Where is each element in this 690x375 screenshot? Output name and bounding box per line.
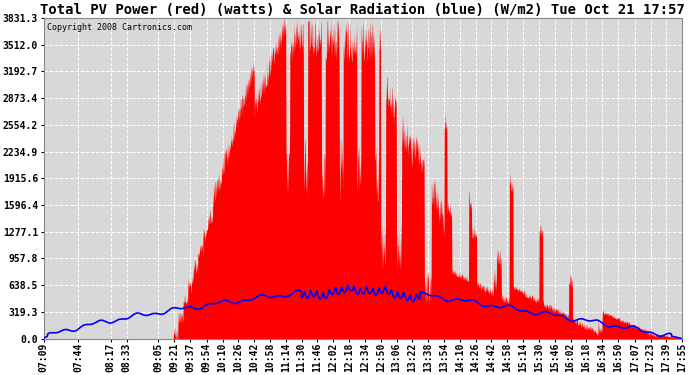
Title: Total PV Power (red) (watts) & Solar Radiation (blue) (W/m2) Tue Oct 21 17:57: Total PV Power (red) (watts) & Solar Rad… xyxy=(41,3,685,17)
Text: Copyright 2008 Cartronics.com: Copyright 2008 Cartronics.com xyxy=(47,23,192,32)
